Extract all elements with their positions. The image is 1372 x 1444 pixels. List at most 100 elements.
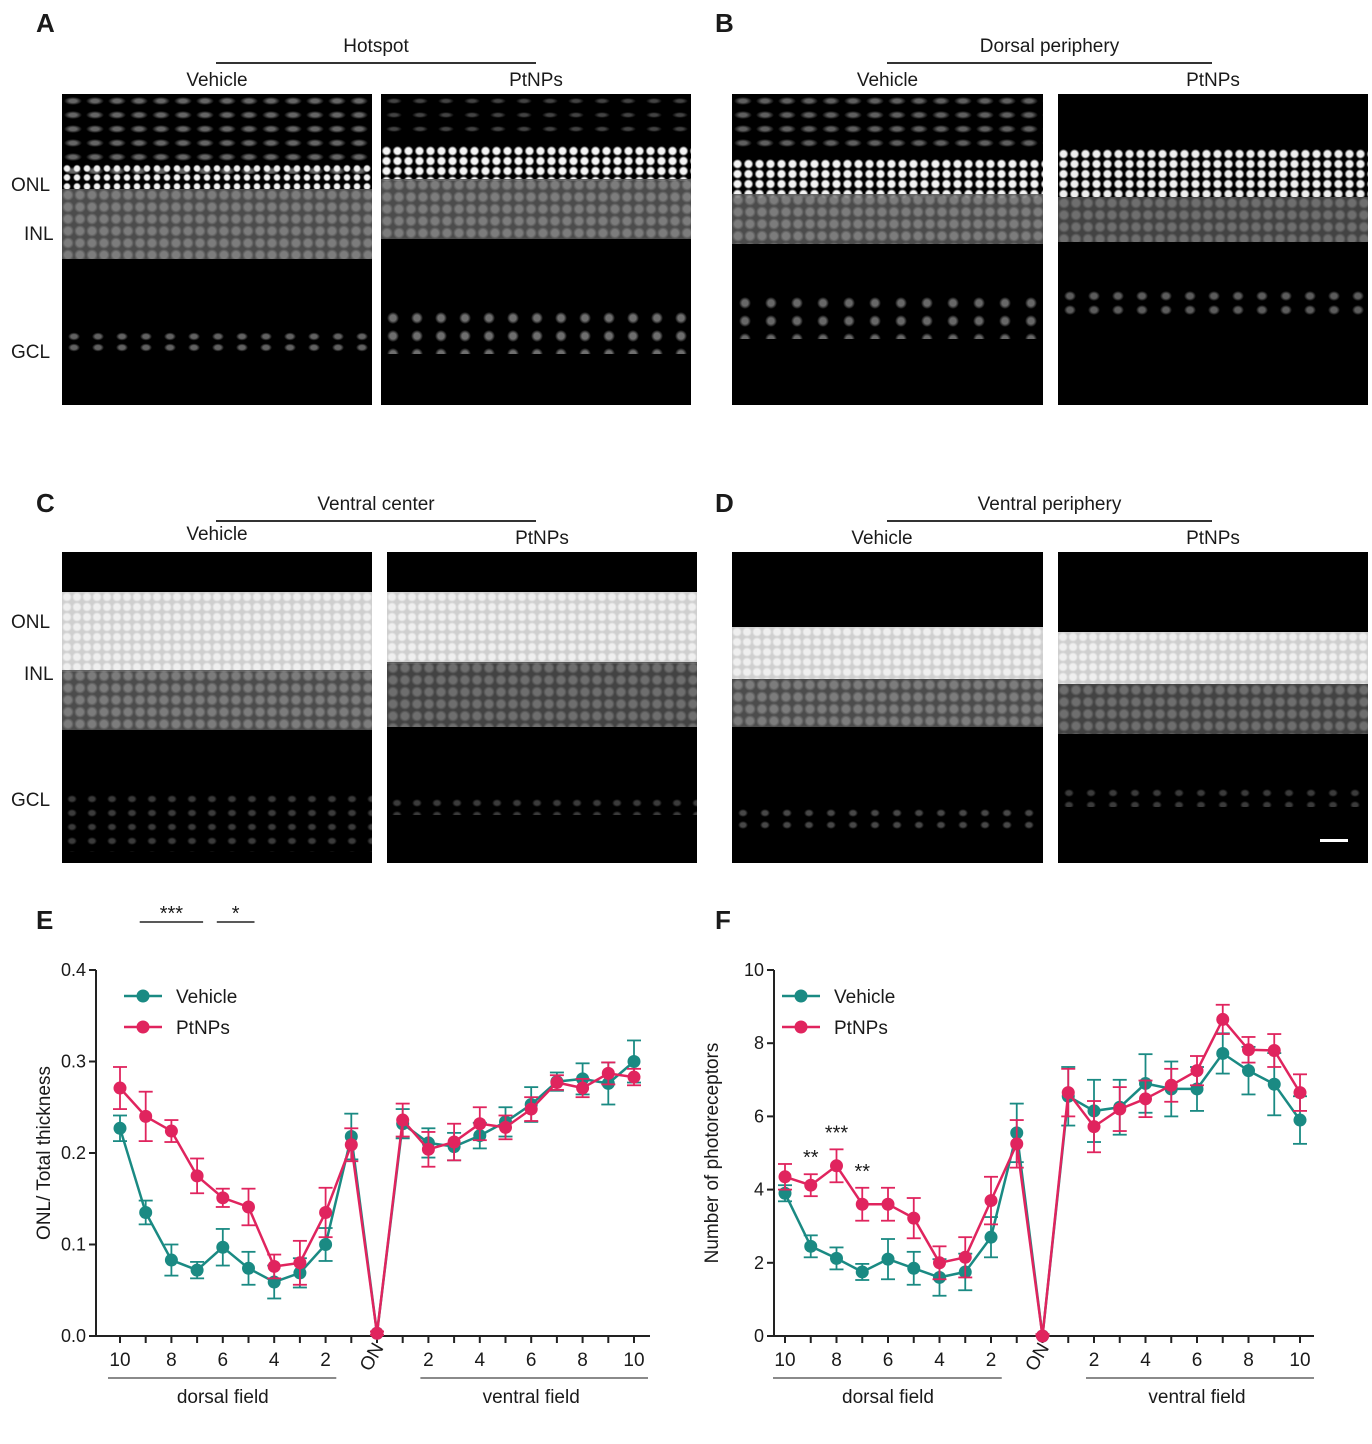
condition-label-c-vehicle: Vehicle <box>186 524 248 545</box>
y-tick-label: 0.2 <box>61 1143 86 1163</box>
micrograph-hotspot-vehicle <box>62 94 372 405</box>
data-point <box>881 1252 895 1266</box>
condition-label-b-vehicle: Vehicle <box>856 70 919 91</box>
data-point <box>1010 1137 1024 1151</box>
region-line-b <box>887 62 1212 64</box>
data-point <box>830 1251 843 1265</box>
data-point <box>344 1138 358 1152</box>
data-point <box>1293 1113 1307 1127</box>
data-point <box>447 1135 461 1149</box>
x-tick-label: 4 <box>934 1350 945 1371</box>
region-line-c <box>216 520 536 522</box>
panel-label-b: B <box>715 8 734 38</box>
data-point <box>627 1055 641 1068</box>
x-tick-label: 6 <box>526 1350 537 1371</box>
condition-label-d-ptnps: PtNPs <box>1186 528 1240 549</box>
legend-label-vehicle: Vehicle <box>176 987 237 1008</box>
x-tick-label: 2 <box>320 1350 331 1371</box>
layer-label-inl-a: INL <box>24 224 54 245</box>
chart-photoreceptors: 0 2 4 6 8 10 Number of photoreceptors 10 8 6 4 2 ON 2… <box>702 960 1314 1408</box>
x-tick-label: 6 <box>218 1350 229 1371</box>
data-point <box>550 1076 564 1090</box>
data-point <box>190 1263 204 1277</box>
y-tick-label: 10 <box>744 960 764 980</box>
data-point <box>164 1253 178 1267</box>
ventral-field-label: ventral field <box>483 1387 580 1408</box>
micrograph-dorsal-periphery-vehicle <box>732 94 1043 405</box>
legend-label-vehicle: Vehicle <box>834 987 895 1008</box>
y-tick-label: 0.3 <box>61 1052 86 1072</box>
x-tick-label: 10 <box>1289 1350 1310 1371</box>
layer-label-gcl-a: GCL <box>11 342 51 363</box>
region-title-hotspot: Hotspot <box>343 36 409 57</box>
y-tick-label: 8 <box>754 1033 764 1053</box>
ventral-field-label: ventral field <box>1148 1387 1245 1408</box>
data-point <box>242 1261 255 1275</box>
series-ptnps <box>778 1003 1307 1343</box>
significance-marker: ** <box>854 1161 870 1183</box>
micrograph-ventral-center-vehicle <box>62 552 372 863</box>
condition-label-c-ptnps: PtNPs <box>515 528 569 549</box>
data-point <box>190 1169 204 1183</box>
layer-label-onl-a: ONL <box>11 175 51 196</box>
y-tick-label: 0 <box>754 1326 764 1346</box>
y-axis-label: Number of photoreceptors <box>702 1043 723 1264</box>
significance-marker: *** <box>160 903 184 925</box>
significance-marker: * <box>232 903 240 925</box>
data-point <box>778 1170 792 1184</box>
data-point <box>1164 1078 1178 1092</box>
layer-label-gcl-c: GCL <box>11 790 51 811</box>
data-point <box>267 1259 281 1273</box>
data-point <box>627 1070 641 1084</box>
y-tick-label: 0.4 <box>61 960 86 980</box>
data-point <box>499 1120 512 1134</box>
region-line-d <box>887 520 1212 522</box>
significance-marker: *** <box>825 1122 849 1144</box>
data-point <box>1242 1043 1255 1057</box>
y-axis-label: ONL/ Total thickness <box>34 1066 55 1240</box>
data-point <box>473 1117 487 1131</box>
y-tick-label: 0.0 <box>61 1326 86 1346</box>
region-title-ventral-center: Ventral center <box>317 494 435 515</box>
chart-onl-thickness: 0.0 0.1 0.2 0.3 0.4 ONL/ Total thickness 10 8 6 4… <box>34 903 650 1408</box>
x-tick-label: 8 <box>577 1350 588 1371</box>
x-tick-label: 4 <box>269 1350 280 1371</box>
x-tick-label: 8 <box>1243 1350 1254 1371</box>
panel-label-f: F <box>715 905 731 935</box>
legend-marker <box>136 1020 150 1034</box>
legend-marker <box>136 989 150 1003</box>
data-point <box>164 1124 178 1138</box>
data-point <box>958 1250 972 1264</box>
data-point <box>370 1326 384 1340</box>
data-point <box>139 1109 153 1123</box>
data-point <box>319 1205 333 1219</box>
data-point <box>1087 1120 1101 1134</box>
panel-label-e: E <box>36 905 54 935</box>
x-tick-label: 10 <box>623 1350 644 1371</box>
x-tick-label-on: ON <box>356 1340 388 1375</box>
data-point <box>1139 1092 1152 1106</box>
region-title-dorsal-periphery: Dorsal periphery <box>979 36 1120 57</box>
region-line-a <box>216 62 536 64</box>
data-point <box>804 1178 818 1192</box>
panel-label-c: C <box>36 488 55 518</box>
legend-label-ptnps: PtNPs <box>176 1018 230 1039</box>
x-tick-label: 8 <box>831 1350 842 1371</box>
data-point <box>396 1113 410 1127</box>
data-point <box>984 1194 998 1208</box>
data-point <box>1216 1012 1230 1026</box>
data-point <box>881 1197 895 1211</box>
data-point <box>1267 1077 1281 1091</box>
layer-label-inl-c: INL <box>24 664 54 685</box>
x-tick-label: 6 <box>883 1350 894 1371</box>
dorsal-field-label: dorsal field <box>842 1387 934 1408</box>
layer-label-onl-c: ONL <box>11 612 51 633</box>
series-line <box>119 1072 635 1334</box>
x-tick-label: 2 <box>423 1350 434 1371</box>
dorsal-field-label: dorsal field <box>177 1387 269 1408</box>
data-point <box>830 1159 843 1173</box>
panel-label-d: D <box>715 488 734 518</box>
data-point <box>1061 1086 1075 1100</box>
y-tick-label: 4 <box>754 1180 764 1200</box>
region-title-ventral-periphery: Ventral periphery <box>977 494 1122 515</box>
